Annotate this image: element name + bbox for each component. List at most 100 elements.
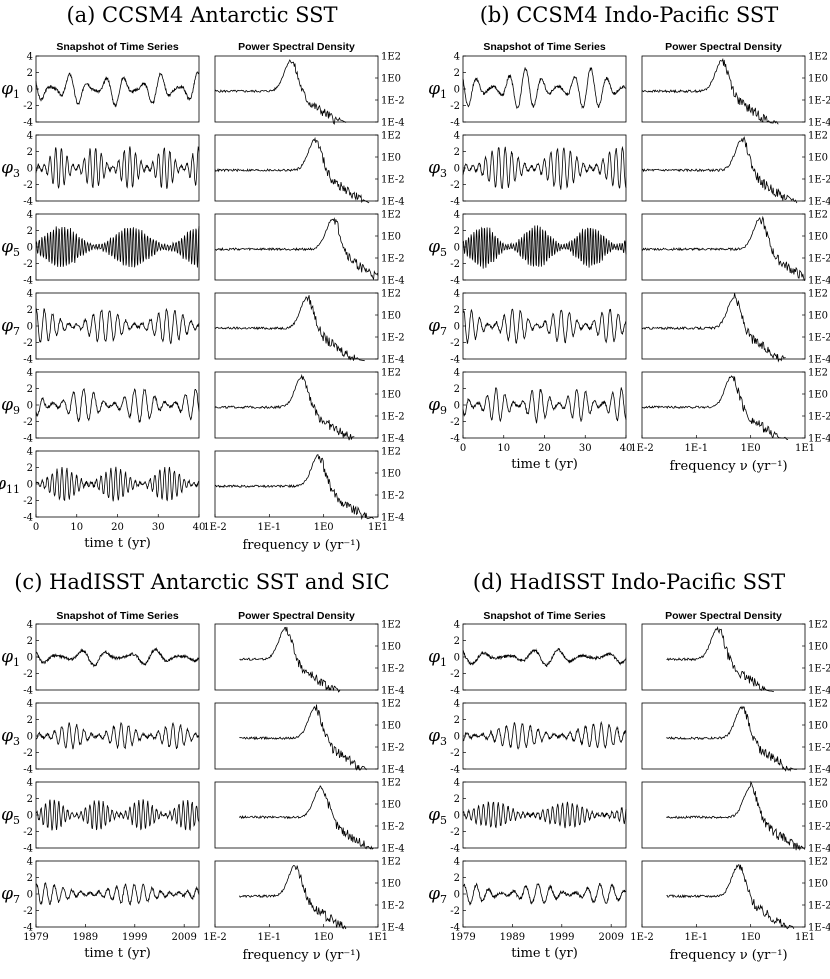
mode-number: 5 bbox=[13, 814, 20, 827]
y-tick-label: 4 bbox=[27, 289, 33, 300]
y-tick-label: 0 bbox=[27, 480, 33, 491]
freq-tick-label: 1E-1 bbox=[685, 443, 709, 454]
freq-tick-label: 1E-2 bbox=[630, 443, 654, 454]
y-tick-label: 2 bbox=[454, 636, 460, 647]
mode-label: φ3 bbox=[1, 158, 20, 180]
y-tick-label: 2 bbox=[454, 715, 460, 726]
phi-symbol: φ bbox=[1, 884, 13, 904]
y-tick-label: 2 bbox=[27, 147, 33, 158]
phi-symbol: φ bbox=[1, 237, 13, 257]
y-tick-label: 4 bbox=[27, 368, 33, 379]
psd-y-tick-label: 1E-2 bbox=[381, 254, 405, 265]
freq-tick-label: 1E1 bbox=[368, 932, 388, 943]
timeseries-axes bbox=[35, 860, 200, 928]
y-tick-label: 4 bbox=[27, 131, 33, 142]
y-tick-label: 2 bbox=[454, 873, 460, 884]
psd-line-phi1 bbox=[666, 626, 775, 693]
timeseries-axes bbox=[35, 292, 200, 360]
y-tick-label: 4 bbox=[454, 620, 460, 631]
y-tick-label: 0 bbox=[27, 401, 33, 412]
psd-y-tick-label: 1E0 bbox=[808, 311, 828, 322]
y-tick-label: -4 bbox=[23, 276, 33, 287]
y-tick-label: 2 bbox=[27, 794, 33, 805]
psd-y-tick-label: 1E-4 bbox=[381, 513, 405, 524]
y-tick-label: -2 bbox=[23, 180, 33, 191]
psd-axes bbox=[214, 292, 379, 360]
psd-y-tick-label: 1E-2 bbox=[808, 412, 830, 423]
mode-label: φ11 bbox=[0, 474, 20, 496]
x-tick-label: 2009 bbox=[171, 932, 196, 943]
mode-label: φ9 bbox=[1, 395, 20, 417]
mode-label: φ1 bbox=[1, 79, 20, 101]
psd-y-tick-label: 1E-2 bbox=[381, 901, 405, 912]
psd-line-phi7 bbox=[641, 292, 786, 363]
x-tick-label: 10 bbox=[497, 443, 510, 454]
psd-axes bbox=[641, 55, 806, 123]
x-tick-label: 1999 bbox=[549, 932, 574, 943]
psd-y-tick-label: 1E0 bbox=[381, 153, 401, 164]
y-tick-label: -2 bbox=[450, 669, 460, 680]
y-tick-label: -2 bbox=[23, 748, 33, 759]
psd-y-tick-label: 1E-4 bbox=[381, 844, 405, 855]
y-tick-label: 2 bbox=[27, 68, 33, 79]
phi-symbol: φ bbox=[1, 805, 13, 825]
psd-y-tick-label: 1E-2 bbox=[381, 333, 405, 344]
phi-symbol: φ bbox=[1, 316, 13, 336]
freq-tick-label: 1E0 bbox=[741, 932, 761, 943]
y-tick-label: 4 bbox=[27, 778, 33, 789]
psd-y-tick-label: 1E-4 bbox=[808, 923, 830, 934]
psd-y-tick-label: 1E0 bbox=[381, 721, 401, 732]
y-tick-label: 2 bbox=[27, 305, 33, 316]
y-tick-label: 4 bbox=[27, 447, 33, 458]
psd-y-tick-label: 1E2 bbox=[381, 447, 401, 458]
y-tick-label: -2 bbox=[23, 417, 33, 428]
psd-y-tick-label: 1E2 bbox=[808, 620, 828, 631]
psd-y-tick-label: 1E-2 bbox=[808, 333, 830, 344]
panel-a: (a) CCSM4 Antarctic SST Snapshot of Time … bbox=[0, 3, 405, 553]
y-tick-label: -4 bbox=[23, 355, 33, 366]
series-line-phi3 bbox=[462, 720, 627, 750]
psd-y-tick-label: 1E-2 bbox=[381, 664, 405, 675]
y-tick-label: 4 bbox=[454, 131, 460, 142]
phi-symbol: φ bbox=[428, 884, 440, 904]
y-tick-label: -4 bbox=[450, 844, 460, 855]
psd-axes bbox=[214, 55, 379, 123]
psd-y-tick-label: 1E0 bbox=[808, 800, 828, 811]
psd-y-tick-label: 1E-2 bbox=[808, 96, 830, 107]
psd-y-tick-label: 1E-2 bbox=[808, 254, 830, 265]
mode-number: 1 bbox=[440, 88, 447, 101]
y-tick-label: 2 bbox=[27, 226, 33, 237]
y-tick-label: 0 bbox=[27, 164, 33, 175]
panel-title: (a) CCSM4 Antarctic SST bbox=[66, 3, 337, 27]
psd-y-tick-label: 1E-2 bbox=[808, 664, 830, 675]
mode-number: 1 bbox=[13, 88, 20, 101]
y-tick-label: 2 bbox=[454, 305, 460, 316]
freq-tick-label: 1E-1 bbox=[258, 932, 282, 943]
psd-y-tick-label: 1E-2 bbox=[808, 743, 830, 754]
phi-symbol: φ bbox=[428, 79, 440, 99]
x-tick-label: 1989 bbox=[73, 932, 98, 943]
y-tick-label: 4 bbox=[27, 210, 33, 221]
panel-title: (b) CCSM4 Indo-Pacific SST bbox=[480, 3, 779, 27]
phi-symbol: φ bbox=[428, 647, 440, 667]
psd-y-tick-label: 1E2 bbox=[381, 52, 401, 63]
y-tick-label: -4 bbox=[23, 197, 33, 208]
series-line-phi5 bbox=[462, 225, 627, 269]
y-tick-label: 0 bbox=[27, 322, 33, 333]
psd-y-tick-label: 1E0 bbox=[808, 390, 828, 401]
mode-number: 11 bbox=[6, 483, 20, 496]
phi-symbol: φ bbox=[1, 158, 13, 178]
psd-line-phi3 bbox=[641, 136, 798, 204]
psd-line-phi5 bbox=[239, 785, 374, 850]
psd-y-tick-label: 1E-4 bbox=[381, 197, 405, 208]
y-tick-label: -2 bbox=[23, 827, 33, 838]
y-tick-label: 0 bbox=[27, 811, 33, 822]
timeseries-axes bbox=[462, 702, 627, 770]
psd-y-tick-label: 1E-4 bbox=[381, 276, 405, 287]
freq-tick-label: 1E1 bbox=[368, 522, 388, 533]
x-tick-label: 1979 bbox=[23, 932, 48, 943]
y-tick-label: 2 bbox=[27, 384, 33, 395]
freq-tick-label: 1E-2 bbox=[203, 932, 227, 943]
y-tick-label: 4 bbox=[454, 52, 460, 63]
psd-y-tick-label: 1E-4 bbox=[381, 686, 405, 697]
